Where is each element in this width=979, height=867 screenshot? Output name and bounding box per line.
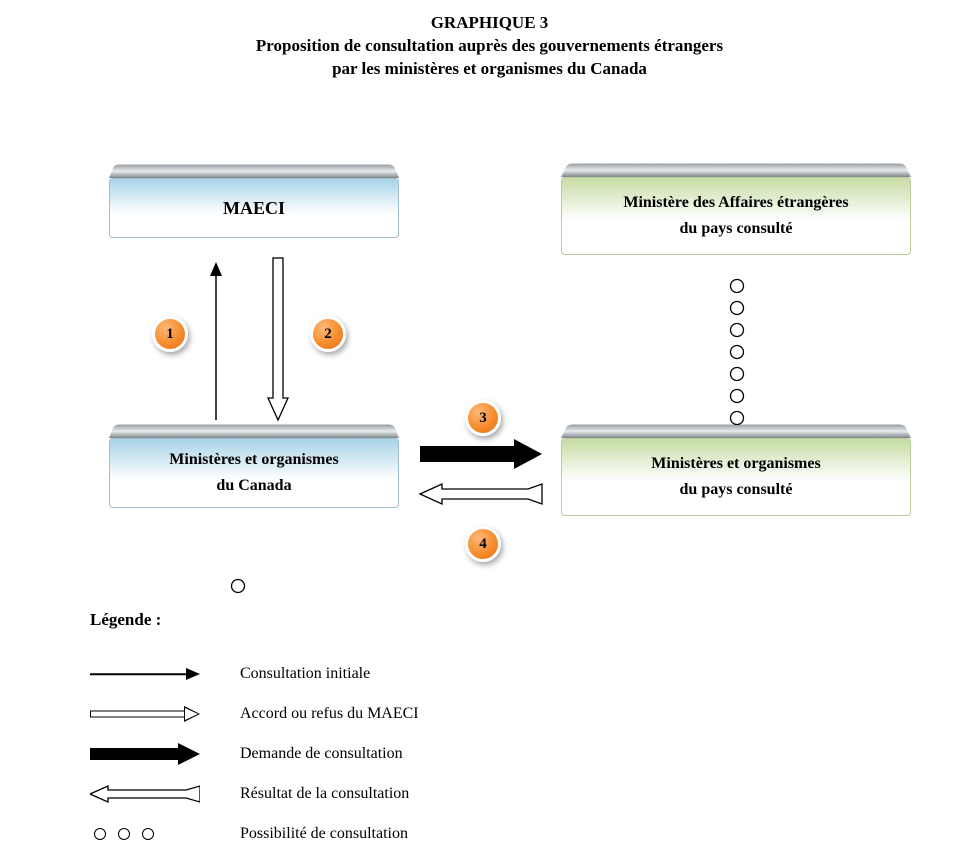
node-label-line1: Ministères et organismes bbox=[651, 451, 820, 477]
legend: Légende : Consultation initiale Accord o… bbox=[90, 610, 419, 854]
legend-row: Accord ou refus du MAECI bbox=[90, 694, 419, 734]
node-face: MAECI bbox=[109, 178, 399, 238]
node-min-canada: Ministères et organismes du Canada bbox=[109, 438, 399, 508]
badge-1: 1 bbox=[152, 316, 188, 352]
node-label-line1: Ministères et organismes bbox=[169, 447, 338, 473]
node-face: Ministères et organismes du pays consult… bbox=[561, 438, 911, 516]
node-top3d bbox=[561, 425, 911, 438]
badge-label: 1 bbox=[166, 326, 174, 343]
badge-4: 4 bbox=[465, 526, 501, 562]
legend-label: Consultation initiale bbox=[240, 665, 370, 683]
node-min-pays: Ministères et organismes du pays consult… bbox=[561, 438, 911, 516]
legend-label: Possibilité de consultation bbox=[240, 825, 408, 843]
node-label-line2: du Canada bbox=[216, 473, 291, 499]
legend-symbol-thick-solid bbox=[90, 743, 240, 765]
node-top3d bbox=[109, 165, 399, 178]
node-face: Ministères et organismes du Canada bbox=[109, 438, 399, 508]
node-label-line1: Ministère des Affaires étrangères bbox=[623, 190, 848, 216]
legend-title: Légende : bbox=[90, 610, 419, 630]
legend-row: Possibilité de consultation bbox=[90, 814, 419, 854]
legend-label: Demande de consultation bbox=[240, 745, 403, 763]
legend-label: Résultat de la consultation bbox=[240, 785, 409, 803]
legend-row: Résultat de la consultation bbox=[90, 774, 419, 814]
node-top3d bbox=[561, 164, 911, 177]
dots-icon bbox=[90, 828, 154, 840]
node-label: MAECI bbox=[223, 194, 285, 223]
node-top3d bbox=[109, 425, 399, 438]
badge-label: 3 bbox=[479, 410, 487, 427]
legend-label: Accord ou refus du MAECI bbox=[240, 705, 419, 723]
arrow-thin-hollow-icon bbox=[90, 706, 200, 722]
arrow-feather-icon bbox=[90, 785, 200, 803]
node-mae-pays: Ministère des Affaires étrangères du pay… bbox=[561, 177, 911, 255]
badge-2: 2 bbox=[310, 316, 346, 352]
legend-symbol-thin-solid bbox=[90, 667, 240, 681]
legend-row: Consultation initiale bbox=[90, 654, 419, 694]
legend-symbol-feather bbox=[90, 785, 240, 803]
legend-symbol-dots bbox=[90, 828, 240, 840]
badge-3: 3 bbox=[465, 400, 501, 436]
legend-symbol-thin-hollow bbox=[90, 706, 240, 722]
arrow-thin-solid-icon bbox=[90, 667, 200, 681]
node-face: Ministère des Affaires étrangères du pay… bbox=[561, 177, 911, 255]
badge-label: 4 bbox=[479, 536, 487, 553]
node-maeci: MAECI bbox=[109, 178, 399, 238]
node-label-line2: du pays consulté bbox=[680, 216, 793, 242]
node-label-line2: du pays consulté bbox=[680, 477, 793, 503]
legend-row: Demande de consultation bbox=[90, 734, 419, 774]
badge-label: 2 bbox=[324, 326, 332, 343]
arrow-thick-solid-icon bbox=[90, 743, 200, 765]
